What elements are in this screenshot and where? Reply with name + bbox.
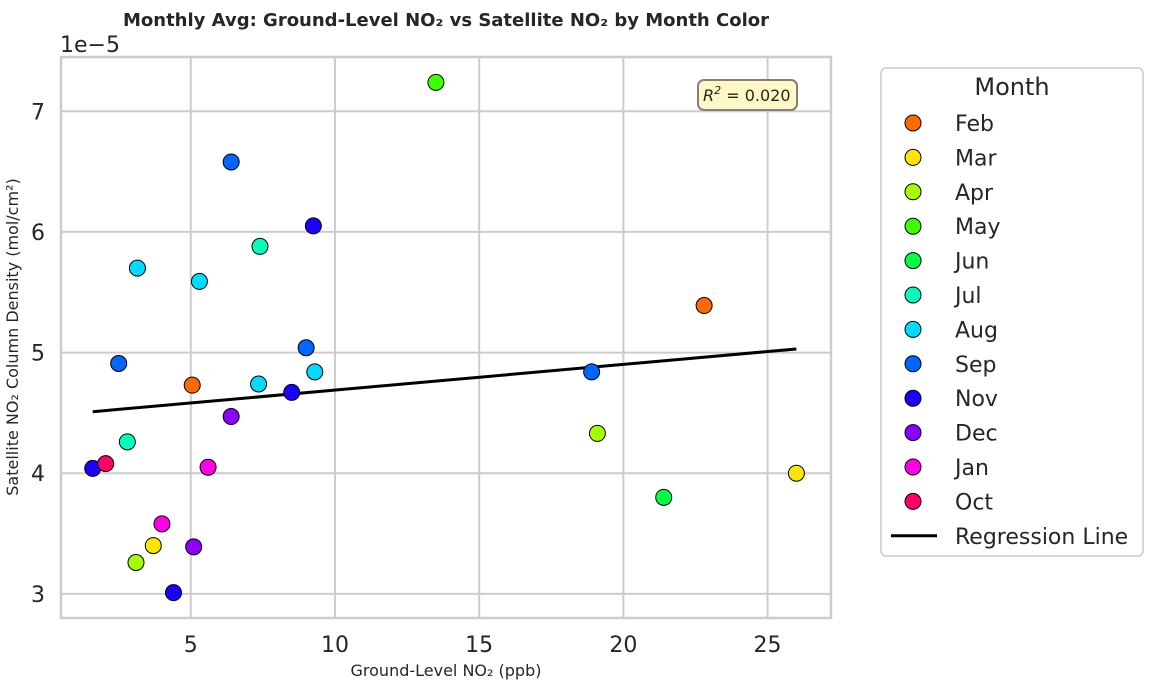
legend-label-may: May [955,215,1000,240]
data-point-aug [190,272,208,290]
legend: Month Feb Mar Apr May Jun Jul Aug Sep Nov Dec Jan O… [880,67,1144,557]
y-axis-label: Satellite NO₂ Column Density (mol/cm²) [3,178,22,495]
data-point-feb [695,297,713,315]
legend-title: Month [974,73,1049,101]
legend-label-mar: Mar [955,146,997,171]
legend-label-jul: Jul [953,284,982,309]
data-point-sep [583,363,601,381]
data-point-nov [164,584,182,602]
data-point-may [427,73,445,91]
legend-marker-feb [904,114,922,132]
data-point-jul [251,237,269,255]
legend-label-regression: Regression Line [955,525,1128,550]
legend-marker-oct [904,492,922,510]
legend-marker-mar [904,148,922,166]
legend-items: Feb Mar Apr May Jun Jul Aug Sep Nov Dec Jan Oct Regr… [891,112,1128,550]
legend-label-nov: Nov [955,387,998,412]
chart-title: Monthly Avg: Ground-Level NO₂ vs Satelli… [123,10,769,31]
r2-symbol: R [703,86,714,105]
r2-text: R2 = 0.020 [703,84,791,105]
data-point-sep [222,153,240,171]
points-layer [84,73,805,602]
data-point-nov [283,383,301,401]
data-point-sep [297,339,315,357]
data-point-aug [128,259,146,277]
y-tick-label: 4 [31,462,45,487]
data-point-jun [655,488,673,506]
legend-label-jan: Jan [953,456,989,481]
r2-box [697,79,798,111]
y-tick-label: 3 [31,583,45,608]
data-point-aug [250,375,268,393]
y-tick-label: 7 [31,100,45,125]
data-point-sep [110,354,128,372]
data-point-aug [306,363,324,381]
y-tick-label: 5 [31,342,45,367]
x-tick-label: 20 [609,633,637,658]
x-tick-label: 15 [465,633,493,658]
legend-label-feb: Feb [955,112,994,137]
data-point-nov [304,217,322,235]
data-point-oct [97,455,115,473]
data-point-apr [127,554,145,572]
x-tick-label: 25 [754,633,782,658]
legend-label-sep: Sep [955,353,996,378]
regression-layer [92,347,797,414]
r2-exponent: 2 [714,84,721,97]
x-tick-label: 5 [184,633,198,658]
y-tick-label: 6 [31,221,45,246]
data-point-dec [185,538,203,556]
legend-marker-apr [904,183,922,201]
r2-annotation: R2 = 0.020 [697,79,798,111]
legend-marker-jun [904,252,922,270]
legend-label-aug: Aug [955,318,998,343]
grid [61,57,831,618]
y-axis-ticks: 3 4 5 6 7 [31,100,45,608]
legend-label-jun: Jun [953,250,989,275]
data-point-mar [787,464,805,482]
legend-marker-nov [904,389,922,407]
legend-marker-jan [904,458,922,476]
r2-value: = 0.020 [721,86,790,105]
x-axis-ticks: 5 10 15 20 25 [184,633,782,658]
x-axis-label: Ground-Level NO₂ (ppb) [351,661,542,680]
data-point-feb [183,376,201,394]
data-point-jan [153,515,171,533]
data-point-mar [144,537,162,555]
legend-box [880,67,1144,557]
legend-marker-may [904,217,922,235]
data-point-dec [222,408,240,426]
x-tick-label: 10 [321,633,349,658]
legend-label-oct: Oct [955,490,993,515]
data-point-jul [118,433,136,451]
regression-line [92,347,797,414]
data-point-jan [199,458,217,476]
plot-frame [59,55,833,620]
data-point-apr [588,424,606,442]
legend-label-dec: Dec [955,422,998,447]
y-offset-label: 1e−5 [60,33,120,58]
legend-marker-sep [904,355,922,373]
legend-marker-dec [904,424,922,442]
legend-label-apr: Apr [955,181,994,206]
legend-marker-jul [904,286,922,304]
legend-marker-aug [904,320,922,338]
